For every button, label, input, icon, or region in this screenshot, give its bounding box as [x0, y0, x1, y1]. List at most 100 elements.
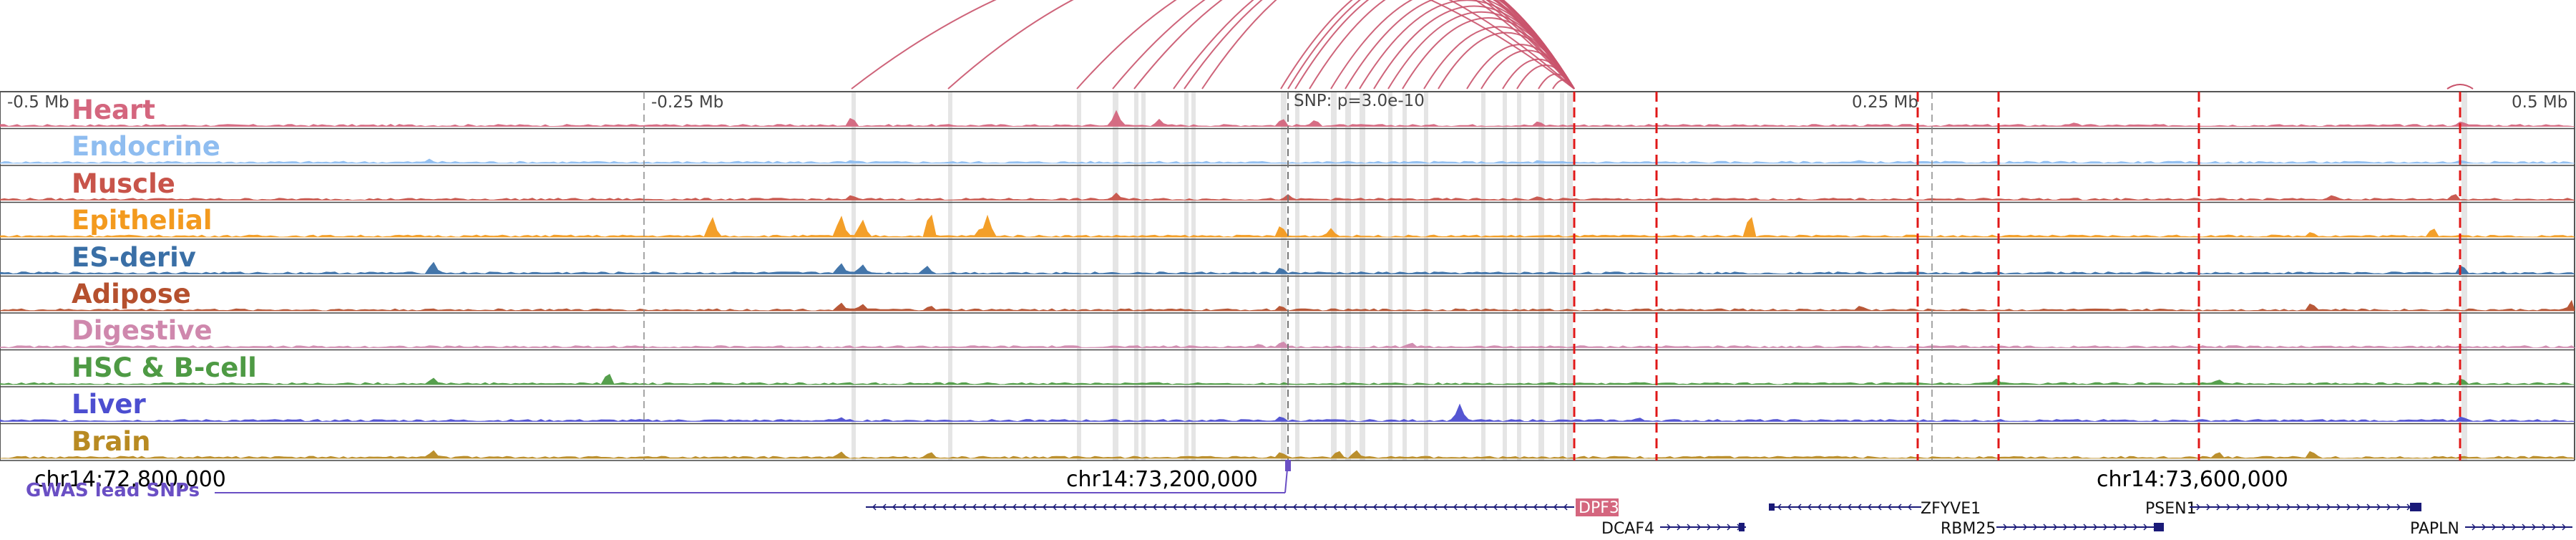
gene-strand-arrow — [1877, 503, 1882, 511]
gene-strand-arrow — [2236, 503, 2241, 511]
gene-strand-arrow — [1897, 503, 1902, 511]
gene-strand-arrow — [1777, 503, 1782, 511]
axis-label-right: 0.5 Mb — [2512, 93, 2567, 112]
gene-strand-arrow — [1867, 503, 1872, 511]
gene-strand-arrow — [2276, 503, 2281, 511]
gene-strand-arrow — [912, 503, 917, 511]
red-dashed-markers — [1573, 92, 2462, 461]
gene-strand-arrow — [882, 503, 887, 511]
gene-strand-arrow — [2043, 524, 2048, 531]
gene-exon — [2154, 523, 2164, 531]
gene-strand-arrow — [2346, 503, 2351, 511]
gene-strand-arrow — [1182, 503, 1187, 511]
gene-strand-arrow — [2073, 524, 2078, 531]
gene-strand-arrow — [2256, 503, 2261, 511]
track-label-digestive: Digestive — [72, 315, 213, 346]
gene-strand-arrow — [2003, 524, 2008, 531]
gene-strand-arrow — [2366, 503, 2371, 511]
gene-strand-arrow — [1413, 503, 1418, 511]
gene-strand-arrow — [1483, 503, 1488, 511]
gene-strand-arrow — [932, 503, 937, 511]
gene-strand-arrow — [1433, 503, 1438, 511]
gene-exon — [1769, 503, 1775, 511]
gene-strand-arrow — [1837, 503, 1842, 511]
gene-strand-arrow — [1797, 503, 1802, 511]
gene-strand-arrow — [1493, 503, 1498, 511]
interaction-arcs — [851, 0, 2474, 90]
gene-strand-arrow — [992, 503, 997, 511]
gene-strand-arrow — [1473, 503, 1478, 511]
gene-strand-arrow — [1262, 503, 1267, 511]
gene-strand-arrow — [2552, 524, 2557, 531]
gene-strand-arrow — [2336, 503, 2341, 511]
gene-strand-arrow — [2306, 503, 2311, 511]
gene-strand-arrow — [1082, 503, 1087, 511]
gene-strand-arrow — [1242, 503, 1247, 511]
gene-strand-arrow — [1342, 503, 1347, 511]
gene-strand-arrow — [1302, 503, 1307, 511]
gene-strand-arrow — [1392, 503, 1397, 511]
gene-strand-arrow — [1322, 503, 1327, 511]
gene-strand-arrow — [1687, 524, 1692, 531]
gene-strand-arrow — [2286, 503, 2291, 511]
interaction-arc — [1516, 64, 1575, 90]
track-label-endocrine: Endocrine — [72, 131, 220, 162]
gene-strand-arrow — [2083, 524, 2088, 531]
track-label-heart: Heart — [72, 95, 155, 125]
gene-strand-arrow — [2522, 524, 2527, 531]
gene-strand-arrow — [1062, 503, 1067, 511]
gene-strand-arrow — [1202, 503, 1207, 511]
gene-strand-arrow — [1362, 503, 1367, 511]
gene-strand-arrow — [1677, 524, 1682, 531]
gene-label-dcaf4: DCAF4 — [1601, 520, 1654, 537]
signal-track — [0, 110, 2575, 127]
gene-strand-arrow — [962, 503, 967, 511]
signal-track — [0, 403, 2575, 422]
gene-strand-arrow — [1513, 503, 1518, 511]
gene-strand-arrow — [1402, 503, 1407, 511]
gene-strand-arrow — [1132, 503, 1137, 511]
gene-strand-arrow — [1697, 524, 1702, 531]
track-label-brain: Brain — [72, 426, 150, 457]
gene-strand-arrow — [1152, 503, 1157, 511]
gene-track: DPF3 DCAF4 ZFYVE1 RBM25 PSEN1 PAPLN — [866, 498, 2572, 538]
gene-strand-arrow — [2472, 524, 2477, 531]
interaction-arc — [851, 0, 1575, 90]
gene-strand-arrow — [1222, 503, 1227, 511]
gene-strand-arrow — [1817, 503, 1822, 511]
gene-strand-arrow — [1032, 503, 1037, 511]
gene-strand-arrow — [1332, 503, 1337, 511]
gene-strand-arrow — [1847, 503, 1852, 511]
gene-strand-arrow — [2562, 524, 2567, 531]
track-labels: Heart Endocrine Muscle Epithelial ES-der… — [72, 95, 257, 457]
gene-strand-arrow — [2113, 524, 2118, 531]
gene-strand-arrow — [1052, 503, 1057, 511]
gene-strand-arrow — [2123, 524, 2128, 531]
gene-strand-arrow — [1787, 503, 1792, 511]
gene-strand-arrow — [2326, 503, 2331, 511]
track-label-epithelial: Epithelial — [72, 205, 213, 236]
gene-strand-arrow — [1092, 503, 1097, 511]
track-label-es-deriv: ES-deriv — [72, 242, 196, 273]
gene-strand-arrow — [1707, 524, 1712, 531]
gene-strand-arrow — [2246, 503, 2251, 511]
gene-strand-arrow — [2266, 503, 2271, 511]
gene-strand-arrow — [1162, 503, 1167, 511]
gene-strand-arrow — [2216, 503, 2221, 511]
gene-strand-arrow — [1072, 503, 1077, 511]
gene-strand-arrow — [2013, 524, 2018, 531]
track-label-muscle: Muscle — [72, 168, 175, 199]
gene-strand-arrow — [1352, 503, 1357, 511]
gene-strand-arrow — [1282, 503, 1287, 511]
interaction-arc — [1552, 79, 1575, 90]
gene-strand-arrow — [2376, 503, 2381, 511]
gene-strand-arrow — [2033, 524, 2038, 531]
gene-label-rbm25: RBM25 — [1941, 520, 1996, 537]
gene-strand-arrow — [1312, 503, 1317, 511]
gene-strand-arrow — [2502, 524, 2507, 531]
gene-strand-arrow — [1857, 503, 1862, 511]
gene-strand-arrow — [1807, 503, 1812, 511]
gene-strand-arrow — [1907, 503, 1912, 511]
